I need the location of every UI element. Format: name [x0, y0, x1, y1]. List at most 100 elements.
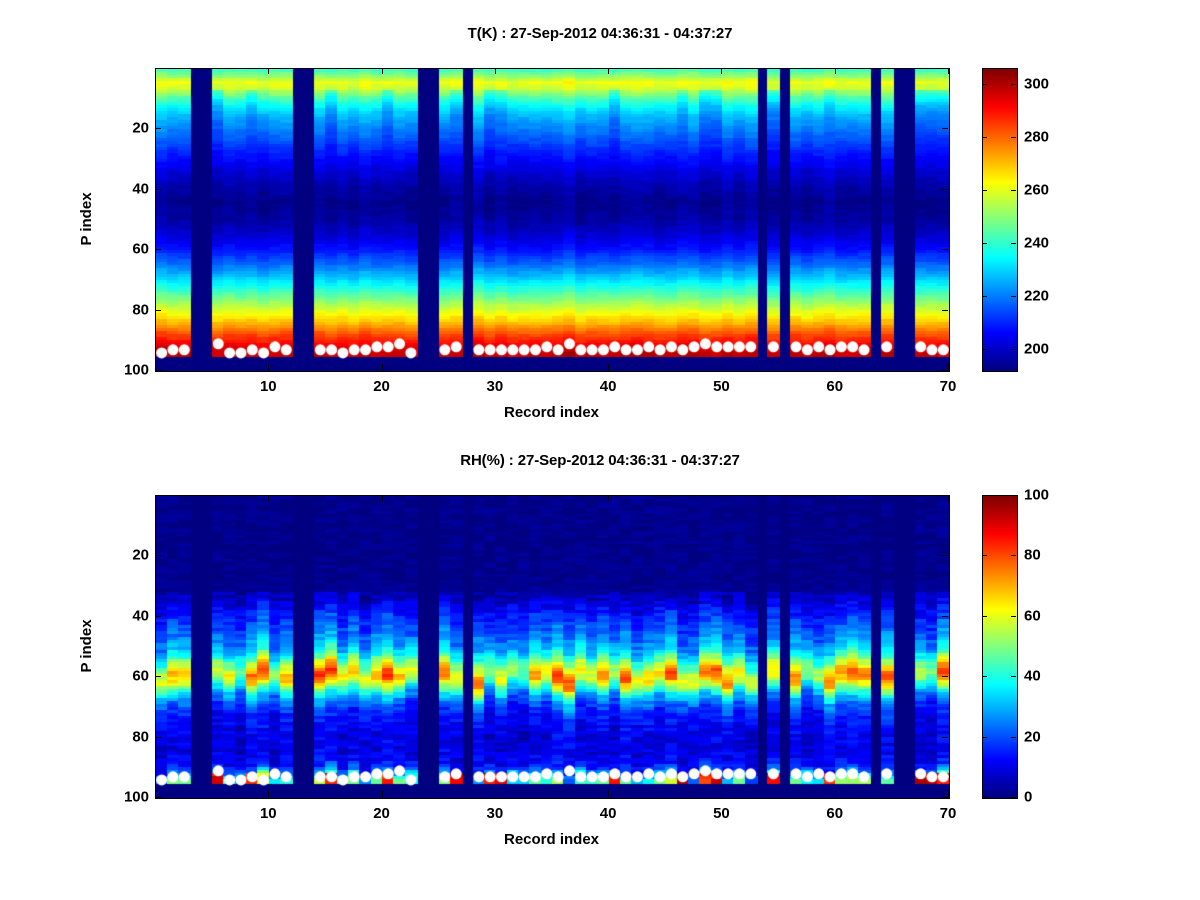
colorbar-tick: [1011, 615, 1016, 617]
xaxis-tick-label: 40: [599, 805, 617, 822]
yaxis-tick-label: 20: [132, 546, 149, 564]
colorbar-tick-label: 100: [1024, 486, 1050, 504]
colorbar-tick-label: 40: [1024, 667, 1041, 685]
xaxis-tick-label: 60: [826, 378, 844, 395]
colorbar-tick: [982, 797, 987, 798]
xaxis-tick-label: 40: [599, 378, 617, 395]
xaxis-tick: [948, 364, 949, 370]
xaxis-tick-label: 30: [486, 378, 504, 395]
colorbar-tick: [1011, 495, 1016, 496]
colorbar-tick: [982, 242, 987, 244]
temperature-colorbar-gradient: [983, 69, 1017, 371]
humidity-heatmap-axes[interactable]: [155, 495, 950, 799]
xaxis-tick-label: 50: [713, 378, 730, 395]
xaxis-tick: [948, 68, 949, 74]
yaxis-tick: [155, 188, 161, 190]
yaxis-tick: [942, 128, 948, 130]
colorbar-tick-label: 60: [1024, 607, 1041, 625]
yaxis-tick: [155, 676, 161, 678]
yaxis-tick: [155, 615, 161, 617]
xaxis-tick-label: 20: [373, 378, 390, 395]
xaxis-tick: [608, 791, 610, 797]
colorbar-tick: [1011, 189, 1016, 191]
colorbar-tick: [1011, 736, 1016, 738]
xaxis-tick-label: 50: [713, 805, 730, 822]
yaxis-tick: [155, 797, 161, 798]
colorbar-tick: [982, 555, 987, 557]
yaxis-tick-label: 100: [123, 788, 149, 806]
colorbar-tick: [982, 295, 987, 297]
xaxis-tick: [381, 495, 383, 501]
yaxis-tick: [942, 370, 948, 371]
xaxis-tick: [834, 364, 836, 370]
xaxis-tick: [834, 791, 836, 797]
colorbar-tick: [982, 676, 987, 678]
xaxis-tick-label: 10: [259, 378, 277, 395]
colorbar-tick: [1011, 295, 1016, 297]
xaxis-tick: [721, 68, 723, 74]
colorbar-tick: [1011, 348, 1016, 350]
temperature-colorbar[interactable]: [982, 68, 1018, 372]
yaxis-tick: [155, 555, 161, 557]
colorbar-tick: [982, 736, 987, 738]
yaxis-tick: [155, 128, 161, 130]
xaxis-tick: [948, 495, 949, 501]
xaxis-tick: [494, 791, 496, 797]
yaxis-tick: [942, 736, 948, 738]
colorbar-tick-label: 260: [1024, 181, 1050, 199]
xaxis-tick: [381, 68, 383, 74]
xaxis-tick: [494, 495, 496, 501]
colorbar-tick: [1011, 83, 1016, 85]
colorbar-tick: [982, 83, 987, 85]
xaxis-tick-label: 30: [486, 805, 504, 822]
yaxis-tick: [155, 249, 161, 251]
yaxis-tick: [155, 736, 161, 738]
yaxis-tick: [942, 188, 948, 190]
colorbar-tick-label: 0: [1024, 788, 1033, 806]
colorbar-tick: [1011, 797, 1016, 798]
colorbar-tick-label: 220: [1024, 287, 1050, 305]
xaxis-tick-label: 10: [259, 805, 277, 822]
temperature-xaxis-title: Record index: [503, 404, 600, 421]
colorbar-tick: [1011, 242, 1016, 244]
xaxis-tick: [268, 791, 270, 797]
panel-temperature: T(K) : 27-Sep-2012 04:36:31 - 04:37:27 1…: [0, 0, 1200, 430]
colorbar-tick-label: 240: [1024, 234, 1050, 252]
xaxis-tick-label: 20: [373, 805, 390, 822]
yaxis-tick-label: 100: [123, 361, 149, 379]
xaxis-tick: [608, 68, 610, 74]
humidity-chart-title: RH(%) : 27-Sep-2012 04:36:31 - 04:37:27: [460, 452, 740, 469]
yaxis-tick-label: 40: [132, 180, 149, 198]
colorbar-tick: [982, 189, 987, 191]
colorbar-tick-label: 80: [1024, 546, 1041, 564]
yaxis-tick-label: 40: [132, 607, 149, 625]
xaxis-tick: [268, 364, 270, 370]
humidity-colorbar[interactable]: [982, 495, 1018, 799]
xaxis-tick-label: 70: [939, 805, 957, 822]
xaxis-tick: [268, 495, 270, 501]
colorbar-tick: [982, 136, 987, 138]
yaxis-tick: [942, 797, 948, 798]
colorbar-tick: [1011, 136, 1016, 138]
xaxis-tick: [494, 68, 496, 74]
temperature-heatmap-axes[interactable]: [155, 68, 950, 372]
yaxis-tick-label: 60: [132, 667, 149, 685]
xaxis-tick: [721, 364, 723, 370]
xaxis-tick: [721, 495, 723, 501]
colorbar-tick: [1011, 676, 1016, 678]
temperature-heatmap-image: [156, 69, 949, 371]
xaxis-tick: [381, 791, 383, 797]
xaxis-tick: [834, 68, 836, 74]
humidity-colorbar-gradient: [983, 496, 1017, 798]
xaxis-tick: [721, 791, 723, 797]
xaxis-tick: [834, 495, 836, 501]
xaxis-tick: [381, 364, 383, 370]
yaxis-tick: [942, 676, 948, 678]
xaxis-tick: [494, 364, 496, 370]
colorbar-tick-label: 20: [1024, 728, 1041, 746]
yaxis-tick: [942, 555, 948, 557]
colorbar-tick: [982, 495, 987, 496]
xaxis-tick: [268, 68, 270, 74]
